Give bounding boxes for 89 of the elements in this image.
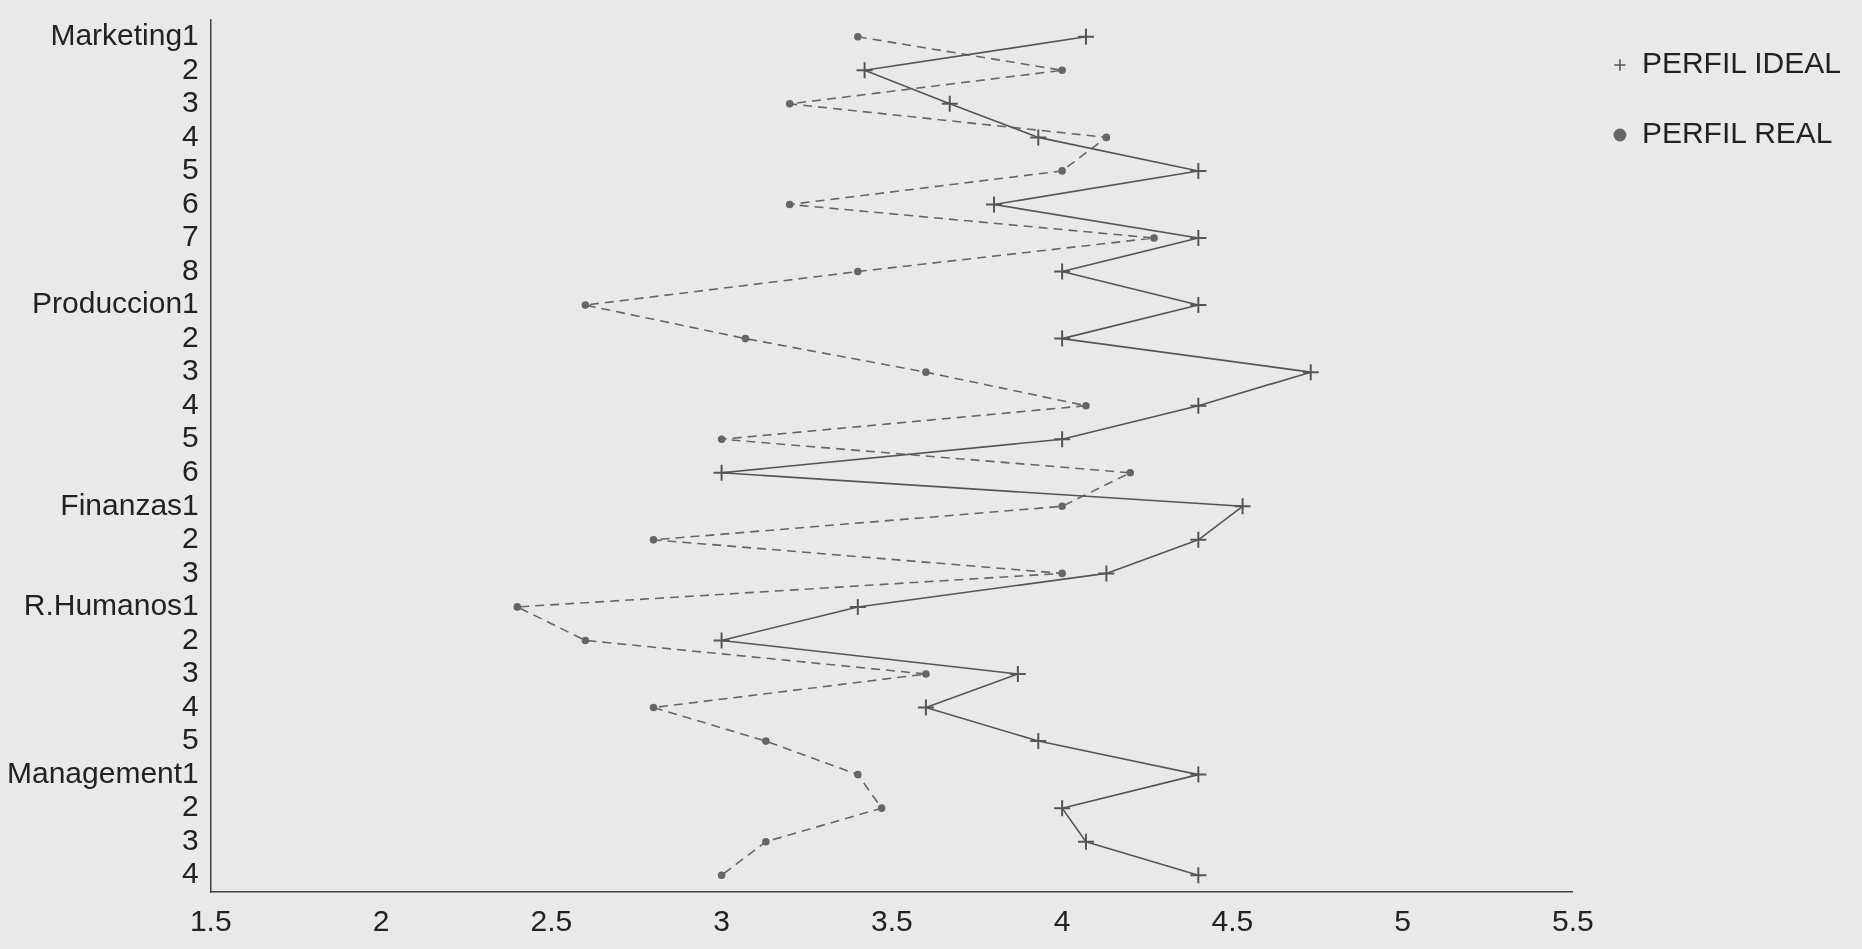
y-tick-label: Finanzas1 [60, 487, 199, 521]
point [856, 62, 873, 79]
point [581, 636, 590, 645]
point [1190, 531, 1207, 548]
point [1102, 133, 1111, 142]
point [986, 196, 1003, 213]
y-tick-label: 2 [182, 319, 199, 353]
point [717, 871, 726, 880]
y-tick-label: 3 [182, 353, 199, 387]
y-tick-label: Produccion1 [32, 286, 199, 320]
point [741, 334, 750, 343]
y-tick-label: 6 [182, 454, 199, 488]
point [1058, 66, 1066, 75]
point [1082, 401, 1090, 410]
y-tick-label: 2 [182, 621, 199, 655]
point [649, 536, 658, 544]
point [762, 737, 770, 745]
x-tick-label: 3 [713, 904, 730, 938]
point [785, 100, 794, 108]
y-tick-label: 7 [182, 219, 199, 253]
y-tick-label: Marketing1 [50, 18, 199, 52]
point [713, 632, 730, 649]
point [513, 603, 522, 611]
point [1126, 468, 1135, 477]
point [581, 301, 590, 309]
point [1098, 565, 1115, 582]
point [649, 703, 658, 712]
y-tick-label: 5 [182, 722, 199, 756]
point [1190, 867, 1207, 884]
point [849, 598, 866, 615]
point [1030, 733, 1047, 750]
y-tick-label: 8 [182, 252, 199, 286]
y-tick-label: 2 [182, 789, 199, 823]
point [941, 95, 958, 112]
x-tick-label: 5.5 [1552, 904, 1594, 938]
x-tick-label: 5 [1394, 904, 1412, 938]
point [1058, 502, 1066, 511]
point [1190, 397, 1207, 414]
point [717, 435, 726, 444]
point [922, 368, 930, 376]
point [1077, 28, 1094, 45]
point [713, 464, 730, 481]
point [1190, 766, 1207, 783]
point [1030, 129, 1047, 146]
point [1058, 569, 1066, 578]
point [1054, 800, 1071, 817]
point [1234, 498, 1251, 515]
point [877, 804, 886, 812]
point [1077, 833, 1094, 850]
point [1190, 230, 1207, 246]
x-tick-label: 4.5 [1211, 904, 1254, 938]
y-tick-label: 4 [182, 856, 199, 890]
y-tick-label: 2 [182, 521, 199, 555]
point [1190, 297, 1207, 314]
y-tick-label: R.Humanos1 [23, 588, 199, 622]
y-tick-label: 4 [182, 688, 199, 722]
point [1150, 234, 1158, 242]
point [762, 837, 770, 846]
x-tick-label: 2 [372, 904, 390, 938]
x-tick-label: 3.5 [871, 904, 913, 938]
point [854, 770, 862, 779]
y-tick-label: 3 [182, 822, 199, 856]
x-tick-label: 2.5 [530, 904, 573, 938]
y-tick-label: 4 [182, 118, 199, 152]
point [1054, 431, 1071, 448]
y-tick-label: 5 [182, 420, 199, 454]
x-tick-label: 4 [1053, 904, 1071, 938]
point [1190, 162, 1207, 179]
point [854, 32, 862, 41]
y-tick-label: Management1 [7, 755, 199, 789]
y-tick-label: 5 [182, 152, 199, 186]
point [854, 267, 862, 276]
x-tick-label: 1.5 [189, 904, 232, 938]
point [1054, 330, 1071, 347]
legend-label: PERFIL IDEAL [1641, 46, 1841, 80]
point [785, 200, 794, 209]
point [1058, 167, 1066, 175]
legend-label: PERFIL REAL [1641, 116, 1833, 150]
point [1009, 666, 1026, 682]
point [922, 670, 930, 678]
y-tick-label: 3 [182, 655, 199, 689]
point [1054, 263, 1071, 280]
y-tick-label: 6 [182, 185, 199, 219]
y-tick-label: 2 [182, 51, 199, 85]
y-tick-label: 3 [182, 554, 199, 588]
y-tick-label: 4 [182, 386, 199, 420]
point [1302, 364, 1319, 381]
y-tick-label: 3 [182, 85, 199, 119]
point [917, 699, 934, 716]
